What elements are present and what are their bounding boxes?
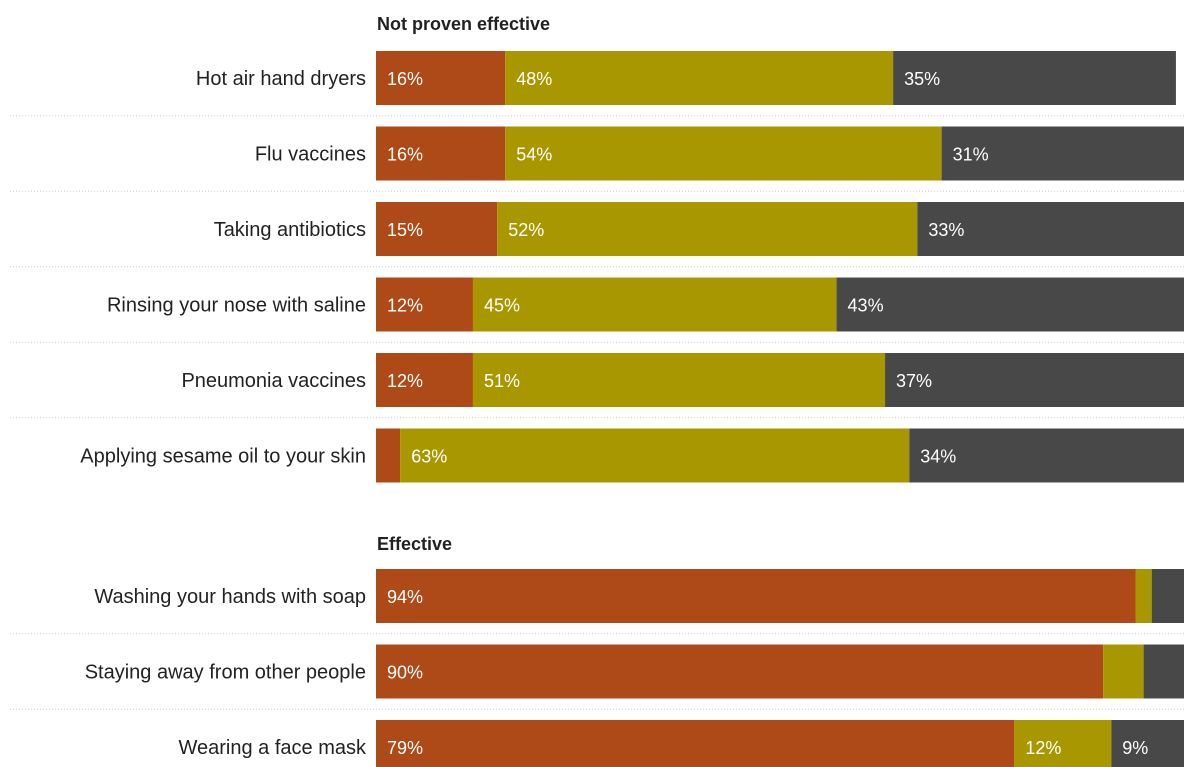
bar-segment <box>376 51 506 105</box>
bar-segment <box>941 126 1184 181</box>
value-label: 35% <box>904 69 940 89</box>
value-label: 31% <box>953 145 989 165</box>
bar-segment <box>1103 644 1144 699</box>
category-label: Applying sesame oil to your skin <box>80 446 366 468</box>
value-label: 43% <box>848 296 884 316</box>
value-label: 9% <box>1122 738 1148 758</box>
bar-segment <box>909 428 1184 483</box>
bar-segment <box>472 353 886 407</box>
bar-segment <box>400 428 910 483</box>
bar-segment <box>1111 720 1184 767</box>
bar-segment <box>497 202 918 256</box>
category-label: Washing your hands with soap <box>94 586 366 608</box>
group-title: Effective <box>377 534 452 554</box>
value-label: 48% <box>516 69 552 89</box>
bar-segment <box>893 51 1176 105</box>
category-label: Rinsing your nose with saline <box>107 295 366 317</box>
value-label: 90% <box>387 663 423 683</box>
value-label: 37% <box>896 371 932 391</box>
value-label: 34% <box>920 447 956 467</box>
category-label: Taking antibiotics <box>214 219 366 241</box>
category-label: Wearing a face mask <box>179 737 367 759</box>
bar-segment <box>376 428 401 483</box>
bar-segment <box>917 202 1184 256</box>
bar-segment <box>376 569 1136 623</box>
bar-segment <box>376 644 1104 699</box>
bar-segment <box>505 126 942 181</box>
bar-segment <box>1014 720 1112 767</box>
category-label: Flu vaccines <box>255 144 366 166</box>
value-label: 51% <box>484 371 520 391</box>
bar-segment <box>472 277 837 332</box>
bar-segment <box>376 202 498 256</box>
bar-segment <box>376 720 1015 767</box>
category-label: Pneumonia vaccines <box>181 370 366 392</box>
value-label: 45% <box>484 296 520 316</box>
bar-segment <box>1143 644 1184 699</box>
category-label: Staying away from other people <box>85 662 366 684</box>
bar-segment <box>885 353 1184 407</box>
bar-segment <box>1151 569 1184 623</box>
value-label: 16% <box>387 69 423 89</box>
bar-segment <box>505 51 894 105</box>
category-label: Hot air hand dryers <box>196 68 366 90</box>
group-title: Not proven effective <box>377 14 550 34</box>
value-label: 16% <box>387 145 423 165</box>
value-label: 15% <box>387 220 423 240</box>
bar-segment <box>376 353 473 407</box>
value-label: 63% <box>411 447 447 467</box>
value-label: 79% <box>387 738 423 758</box>
bar-segment <box>376 277 473 332</box>
bar-segment <box>376 126 506 181</box>
value-label: 12% <box>387 296 423 316</box>
bar-segment <box>836 277 1184 332</box>
value-label: 52% <box>508 220 544 240</box>
value-label: 12% <box>387 371 423 391</box>
value-label: 33% <box>928 220 964 240</box>
value-label: 12% <box>1025 738 1061 758</box>
bar-segment <box>1135 569 1152 623</box>
value-label: 94% <box>387 587 423 607</box>
value-label: 54% <box>516 145 552 165</box>
